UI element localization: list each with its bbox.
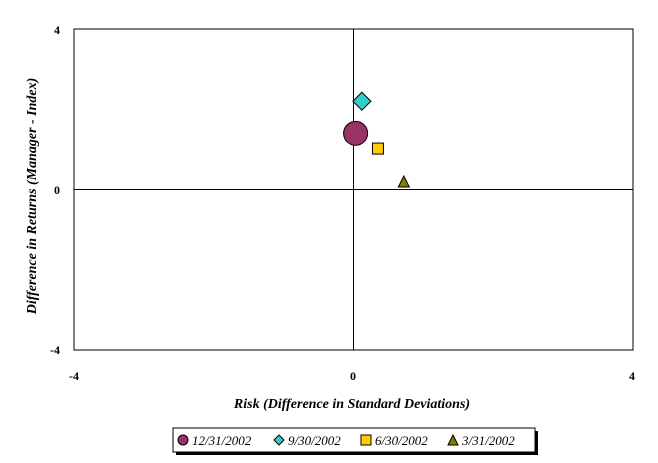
data-point-square-2 [371, 142, 384, 155]
points-layer [343, 91, 411, 188]
data-point-circle-0 [343, 120, 369, 146]
data-point-triangle-3 [397, 174, 411, 188]
x-axis-title: Risk (Difference in Standard Deviations) [233, 397, 470, 412]
legend-marker-triangle [447, 433, 459, 446]
y-tick-label-middle: 0 [54, 183, 60, 197]
legend-label-2: 6/30/2002 [375, 433, 428, 448]
data-point-diamond-1 [352, 91, 372, 111]
legend-marker-circle [177, 434, 189, 446]
legend-label-0: 12/31/2002 [192, 433, 252, 448]
y-tick-label-top: 4 [54, 23, 60, 37]
legend-box [172, 427, 536, 453]
x-tick-label-left: -4 [69, 369, 79, 383]
legend-marker-square [360, 434, 372, 446]
x-tick-label-middle: 0 [350, 369, 356, 383]
y-tick-label-bottom: -4 [50, 343, 60, 357]
x-tick-label-right: 4 [629, 369, 635, 383]
legend-marker-diamond [273, 434, 285, 446]
y-axis-title: Difference in Returns (Manager - Index) [25, 78, 40, 316]
legend: 12/31/2002 9/30/2002 6/30/2002 3/31/2002 [177, 433, 515, 448]
legend-label-1: 9/30/2002 [288, 433, 341, 448]
legend-label-3: 3/31/2002 [461, 433, 515, 448]
